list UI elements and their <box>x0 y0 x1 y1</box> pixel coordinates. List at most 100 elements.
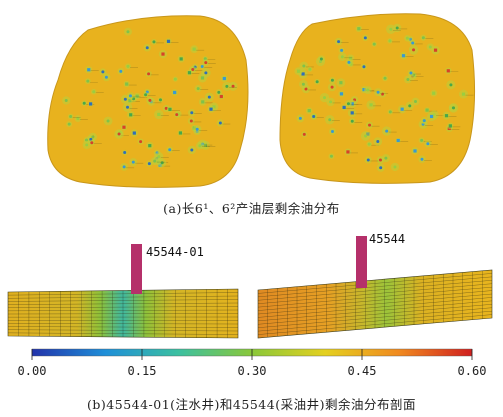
well-marker <box>350 119 354 123</box>
well-marker <box>368 123 372 127</box>
well-marker <box>302 132 306 136</box>
well-marker <box>117 132 121 136</box>
well-marker <box>126 105 130 109</box>
well-marker <box>131 160 135 164</box>
well-marker <box>337 40 341 44</box>
map-left <box>47 15 249 188</box>
well-marker <box>192 47 196 51</box>
well-marker <box>106 119 110 123</box>
well-marker <box>347 60 351 64</box>
well-marker <box>367 142 371 146</box>
well-marker <box>315 80 319 84</box>
well-marker <box>411 41 415 45</box>
well-marker <box>420 138 424 142</box>
well-marker <box>209 107 213 111</box>
well-marker <box>153 159 157 163</box>
well-marker <box>122 165 126 169</box>
section-left: 45544-01 <box>7 244 239 339</box>
well-marker <box>329 154 333 158</box>
well-marker <box>204 61 208 65</box>
well-marker <box>178 131 183 135</box>
well-marker <box>122 125 126 129</box>
well-marker <box>86 79 90 83</box>
well-marker <box>90 141 94 145</box>
well-marker <box>330 85 334 89</box>
well-marker <box>400 107 404 111</box>
well-marker <box>428 45 432 49</box>
injection-well-stem <box>131 244 142 294</box>
well-marker <box>139 140 143 144</box>
well-marker <box>426 142 430 146</box>
caption-b: (b)45544-01(注水井)和45544(采油井)剩余油分布剖面 <box>87 397 416 412</box>
well-marker <box>82 101 86 105</box>
well-marker <box>379 166 383 170</box>
well-marker <box>161 52 165 56</box>
production-well-label: 45544 <box>369 232 405 246</box>
well-marker <box>451 106 455 110</box>
well-marker <box>207 95 211 99</box>
well-marker <box>406 78 410 82</box>
well-marker <box>298 116 302 120</box>
well-marker <box>307 109 311 113</box>
well-marker <box>432 91 436 95</box>
well-marker <box>144 93 148 97</box>
well-marker <box>87 68 91 72</box>
well-marker <box>125 82 129 86</box>
well-marker <box>388 110 392 114</box>
well-marker <box>312 115 316 119</box>
well-marker <box>148 144 152 148</box>
well-marker <box>128 94 132 98</box>
well-marker <box>212 105 216 109</box>
well-marker <box>393 165 397 169</box>
well-marker <box>173 90 177 95</box>
well-marker <box>330 129 334 133</box>
well-marker <box>412 48 416 52</box>
well-marker <box>64 99 68 103</box>
well-marker <box>461 92 466 96</box>
well-marker <box>413 149 417 153</box>
colorbar-tick-label: 0.45 <box>348 364 377 378</box>
well-marker <box>328 118 332 122</box>
well-marker <box>175 113 179 117</box>
well-marker <box>448 124 452 128</box>
well-marker <box>389 27 393 31</box>
well-marker <box>346 102 350 106</box>
well-marker <box>340 48 344 52</box>
well-marker <box>364 134 368 138</box>
well-marker <box>420 157 424 161</box>
well-marker <box>302 64 306 68</box>
well-marker <box>401 54 406 58</box>
well-marker <box>376 90 380 94</box>
well-marker <box>304 87 308 91</box>
well-marker <box>92 90 96 94</box>
well-marker <box>369 103 373 107</box>
map-right <box>279 13 476 184</box>
well-marker <box>323 96 327 100</box>
well-marker <box>179 57 183 61</box>
well-marker <box>444 114 449 118</box>
well-marker <box>196 87 200 91</box>
well-marker <box>148 98 152 102</box>
well-marker <box>372 42 376 46</box>
well-marker <box>190 111 194 115</box>
well-marker <box>330 78 334 82</box>
production-well-stem <box>356 236 367 288</box>
well-marker <box>378 158 382 162</box>
well-marker <box>449 83 453 87</box>
well-marker <box>217 90 221 94</box>
well-marker <box>231 84 235 88</box>
well-marker <box>104 75 108 79</box>
well-marker <box>201 100 205 104</box>
well-marker <box>362 65 366 69</box>
well-marker <box>357 27 361 31</box>
well-marker <box>425 108 429 112</box>
well-marker <box>160 161 164 165</box>
well-marker <box>204 71 208 75</box>
well-marker <box>308 67 312 71</box>
well-marker <box>385 129 389 133</box>
well-marker <box>157 112 161 117</box>
well-marker <box>350 111 354 115</box>
well-marker <box>301 82 305 86</box>
